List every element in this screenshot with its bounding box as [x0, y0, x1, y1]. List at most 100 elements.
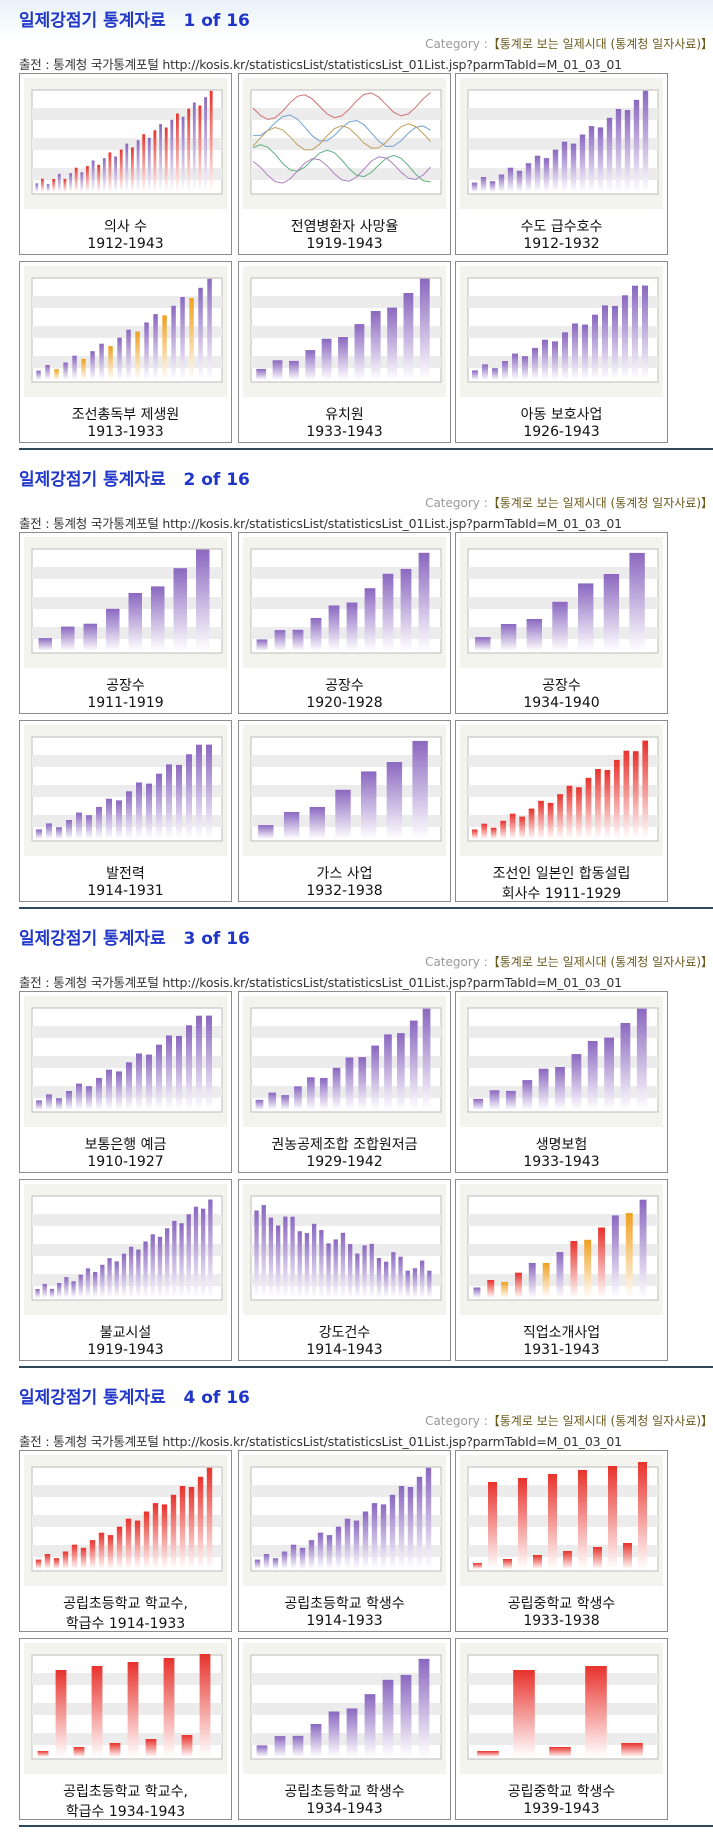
- thumb-shape: [261, 1205, 266, 1298]
- thumbnail-card[interactable]: 공장수 1911-1919: [19, 532, 232, 714]
- thumb-shape: [254, 1210, 259, 1298]
- thumb-shape: [642, 740, 649, 839]
- thumb-shape: [317, 1532, 324, 1569]
- title-text: 일제강점기 통계자료: [19, 929, 166, 949]
- thumb-shape: [407, 1487, 414, 1569]
- thumb-shape: [166, 764, 172, 839]
- thumb-shape: [579, 134, 586, 192]
- thumbnail-card[interactable]: 의사 수 1912-1943: [19, 73, 232, 255]
- thumb-shape: [61, 626, 75, 651]
- thumbnail-card[interactable]: 직업소개사업 1931-1943: [455, 1179, 668, 1361]
- category-link[interactable]: 【통계로 보는 일제시대 (통계청 일자사료)】: [487, 1414, 713, 1428]
- thumb-shape: [201, 1208, 206, 1298]
- thumbnail-card[interactable]: 조선인 일본인 합동설립 회사수 1911-1929: [455, 720, 668, 902]
- thumbnail-chart: [460, 266, 663, 397]
- thumbnail-card[interactable]: 가스 사업 1932-1938: [238, 720, 451, 902]
- thumb-shape: [71, 1544, 78, 1569]
- category-link[interactable]: 【통계로 보는 일제시대 (통계청 일자사료)】: [487, 37, 713, 51]
- thumbnail-card[interactable]: 전염병환자 사망율 1919-1943: [238, 73, 451, 255]
- thumb-shape: [199, 1654, 211, 1757]
- thumb-shape: [623, 1543, 632, 1569]
- title-text: 일제강점기 통계자료: [19, 1388, 166, 1408]
- thumbnail-card[interactable]: 공립초등학교 학생수 1914-1933: [238, 1450, 451, 1632]
- thumb-shape: [576, 787, 582, 839]
- thumbnail-chart: [24, 1455, 227, 1586]
- thumb-shape: [400, 1674, 412, 1757]
- thumb-shape: [362, 1245, 367, 1298]
- thumb-shape: [206, 1467, 213, 1569]
- thumb-shape: [632, 285, 638, 380]
- thumb-shape: [391, 1252, 396, 1298]
- thumb-shape: [186, 1025, 192, 1110]
- thumb-shape: [606, 117, 613, 192]
- category: Category :【통계로 보는 일제시대 (통계청 일자사료)】: [425, 1412, 713, 1429]
- category-link[interactable]: 【통계로 보는 일제시대 (통계청 일자사료)】: [487, 496, 713, 510]
- thumb-shape: [251, 138, 441, 150]
- thumb-shape: [268, 1217, 274, 1298]
- thumb-shape: [129, 1246, 134, 1298]
- card-caption: 1926-1943: [523, 424, 600, 440]
- thumbnail-card[interactable]: 공립초등학교 학생수 1934-1943: [238, 1638, 451, 1820]
- thumb-shape: [38, 638, 52, 651]
- thumb-shape: [76, 812, 82, 839]
- thumbnail-card[interactable]: 생명보험 1933-1943: [455, 991, 668, 1173]
- thumb-shape: [348, 1244, 353, 1298]
- thumbnail-card[interactable]: 공장수 1920-1928: [238, 532, 451, 714]
- card-caption: 1912-1932: [523, 236, 600, 252]
- thumbnail-card[interactable]: 불교시설 1919-1943: [19, 1179, 232, 1361]
- card-caption: 1934-1943: [306, 1801, 383, 1817]
- thumbnail-card[interactable]: 강도건수 1914-1943: [238, 1179, 451, 1361]
- thumb-shape: [371, 1045, 379, 1110]
- thumb-shape: [364, 1694, 376, 1757]
- thumbnail-card[interactable]: 아동 보호사업 1926-1943: [455, 261, 668, 443]
- thumb-shape: [35, 183, 39, 192]
- thumbnail-chart: [24, 266, 227, 397]
- thumb-shape: [251, 597, 441, 609]
- thumb-shape: [179, 1223, 184, 1298]
- thumbnail-card[interactable]: 공장수 1934-1940: [455, 532, 668, 714]
- thumb-shape: [32, 1703, 222, 1715]
- thumb-shape: [63, 178, 67, 192]
- card-caption: 1931-1943: [523, 1342, 600, 1358]
- thumb-shape: [189, 298, 194, 380]
- card-caption: 1932-1938: [306, 883, 383, 899]
- thumbnail-card[interactable]: 공립초등학교 학교수, 학급수 1914-1933: [19, 1450, 232, 1632]
- thumb-shape: [36, 1100, 42, 1110]
- thumb-shape: [96, 1077, 102, 1110]
- thumb-shape: [472, 370, 478, 380]
- thumbnail-card[interactable]: 발전력 1914-1931: [19, 720, 232, 902]
- thumb-shape: [46, 184, 50, 192]
- card-caption: 수도 급수호수: [520, 219, 603, 235]
- thumbnail-card[interactable]: 공립중학교 학생수 1939-1943: [455, 1638, 668, 1820]
- thumb-shape: [66, 820, 72, 839]
- card-caption: 공립초등학교 학교수,: [63, 1596, 188, 1612]
- thumb-shape: [90, 351, 95, 380]
- thumb-shape: [156, 773, 162, 839]
- thumbnail-chart: [24, 537, 227, 668]
- thumb-shape: [487, 1280, 495, 1298]
- thumb-shape: [621, 1743, 643, 1757]
- thumbnail-card[interactable]: 유치원 1933-1943: [238, 261, 451, 443]
- thumb-shape: [256, 639, 268, 651]
- thumb-shape: [398, 1486, 405, 1569]
- thumbnail-card[interactable]: 보통은행 예금 1910-1927: [19, 991, 232, 1173]
- thumb-shape: [294, 1086, 302, 1110]
- thumb-shape: [602, 305, 608, 380]
- thumb-shape: [625, 1213, 633, 1298]
- thumb-shape: [471, 829, 478, 839]
- thumbnail-card[interactable]: 공립중학교 학생수 1933-1938: [455, 1450, 668, 1632]
- thumbnail-card[interactable]: 권농공제조합 조합원저금 1929-1942: [238, 991, 451, 1173]
- thumb-shape: [125, 143, 129, 192]
- thumbnail-chart: [24, 725, 227, 856]
- thumb-shape: [281, 1095, 289, 1110]
- thumb-shape: [468, 1673, 658, 1685]
- card-caption: 공립중학교 학생수: [507, 1596, 616, 1612]
- category-link[interactable]: 【통계로 보는 일제시대 (통계청 일자사료)】: [487, 955, 713, 969]
- thumb-shape: [548, 1474, 557, 1569]
- thumbnail-card[interactable]: 수도 급수호수 1912-1932: [455, 73, 668, 255]
- thumb-shape: [209, 90, 213, 192]
- thumb-shape: [549, 1747, 571, 1757]
- thumb-shape: [562, 332, 568, 380]
- thumbnail-card[interactable]: 조선총독부 제생원 1913-1933: [19, 261, 232, 443]
- thumbnail-card[interactable]: 공립초등학교 학교수, 학급수 1934-1943: [19, 1638, 232, 1820]
